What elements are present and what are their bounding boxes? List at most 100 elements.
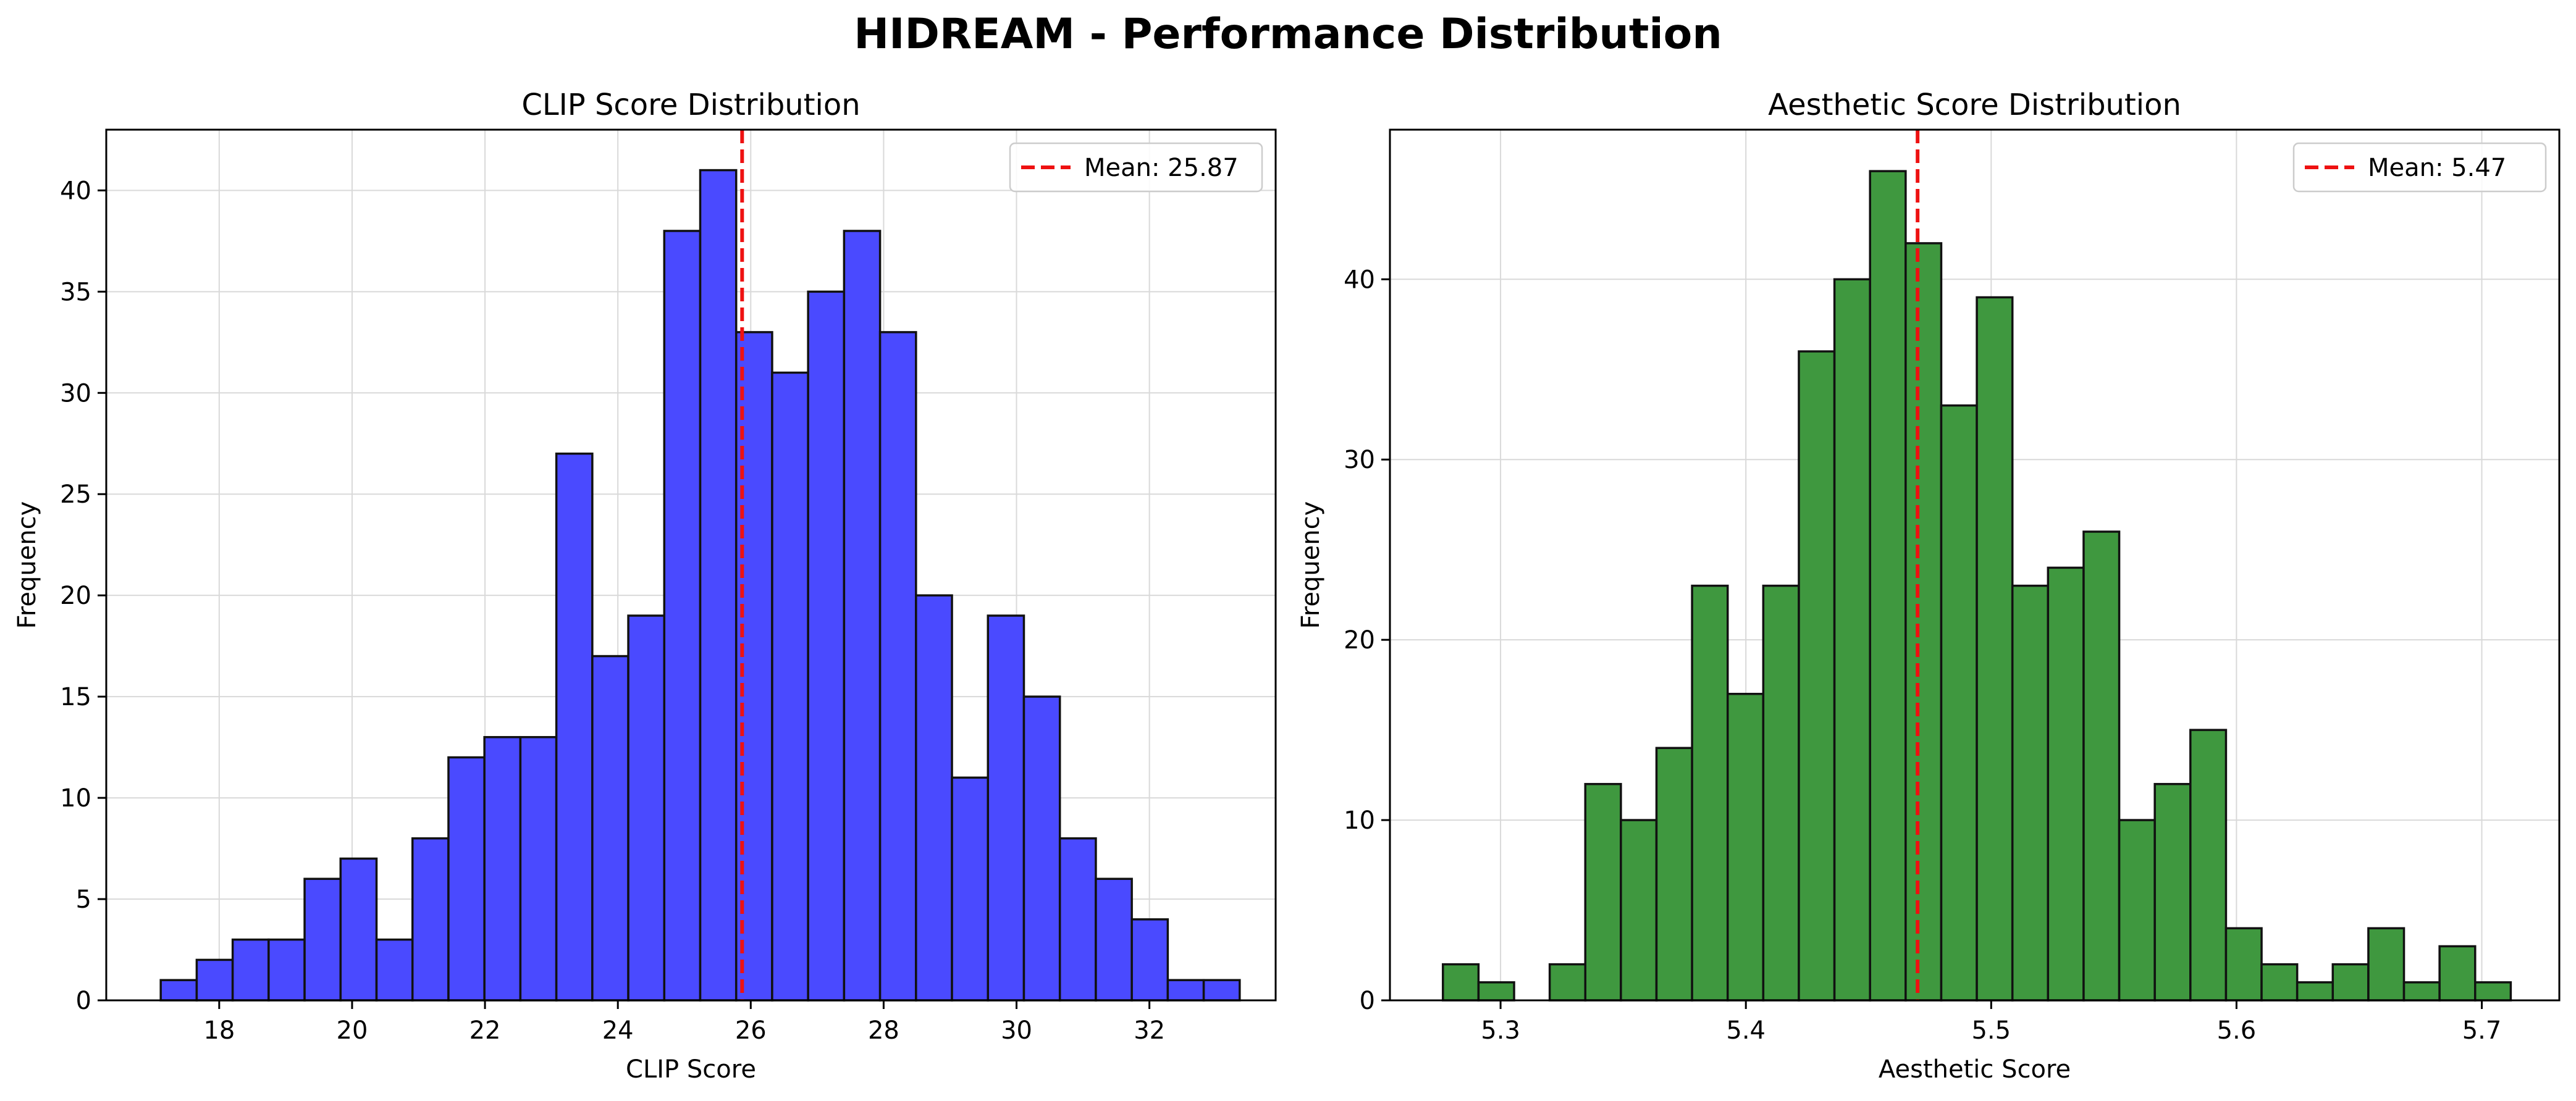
histogram-bar [2331, 963, 2370, 1002]
legend-box [2292, 142, 2547, 193]
histogram-bar [1905, 242, 1943, 1002]
x-axis-label: Aesthetic Score [1879, 1055, 2071, 1084]
x-tick-label: 28 [868, 1016, 899, 1045]
x-tick-label: 30 [1001, 1016, 1032, 1045]
axes-frame [105, 128, 1277, 1002]
histogram-bar [807, 290, 846, 1002]
y-tick-label: 40 [60, 177, 91, 205]
histogram-bar [627, 614, 666, 1002]
chart-2: 5.3 5.4 5.5 5.6 5.7 0 10 20 30 40 Aesthetic Score … [1297, 88, 2561, 1084]
histogram-bar [375, 938, 414, 1002]
histogram-bar [231, 938, 270, 1002]
x-axis-label: CLIP Score [626, 1055, 756, 1084]
histogram-bar [1762, 584, 1800, 1002]
histogram-bar [663, 230, 702, 1002]
histogram-bar [555, 452, 594, 1002]
y-tick-label: 15 [60, 683, 91, 711]
y-tick-label: 10 [60, 784, 91, 813]
y-tick-label: 5 [76, 885, 91, 914]
histogram-bar [878, 331, 917, 1002]
x-tick-label: 5.3 [1481, 1016, 1520, 1045]
y-tick-label: 20 [1344, 626, 1375, 655]
histogram-bar [1095, 877, 1133, 1002]
x-tick-label: 5.7 [2462, 1016, 2502, 1045]
histogram-bar [1798, 350, 1836, 1002]
legend: Mean: 5.47 [2292, 142, 2547, 193]
chart-title: Aesthetic Score Distribution [1768, 88, 2181, 122]
histogram-bar [1477, 981, 1515, 1002]
histogram-bar [411, 837, 450, 1002]
histogram-bar [2296, 981, 2334, 1002]
histogram-bar [1869, 170, 1907, 1002]
x-tick-label: 5.5 [1971, 1016, 2011, 1045]
histogram-bar [915, 594, 953, 1002]
histogram-bar [2402, 981, 2441, 1002]
histogram-bar [843, 230, 882, 1002]
legend-mean-label: Mean: 5.47 [2368, 154, 2506, 182]
histogram-bar [771, 371, 809, 1002]
y-tick-label: 10 [1344, 806, 1375, 835]
histogram-bar [1442, 963, 1480, 1002]
histogram-bar [2225, 927, 2263, 1002]
legend: Mean: 25.87 [1009, 142, 1263, 193]
x-tick-label: 5.6 [2217, 1016, 2257, 1045]
histogram-bar [1620, 819, 1658, 1002]
histogram-bar [1202, 979, 1241, 1002]
histogram-bar [1726, 692, 1765, 1002]
y-axis-label: Frequency [13, 501, 41, 629]
histogram-bar [1655, 747, 1693, 1002]
histogram-bar [1166, 979, 1205, 1002]
x-tick-label: 22 [469, 1016, 501, 1045]
histogram-bar [267, 938, 306, 1002]
y-tick-label: 35 [60, 278, 91, 306]
x-tick-label: 18 [203, 1016, 235, 1045]
histogram-bar [447, 756, 486, 1002]
histogram-bar [1833, 278, 1871, 1002]
y-tick-label: 20 [60, 582, 91, 610]
x-tick-label: 26 [735, 1016, 767, 1045]
chart-1: 18 20 22 24 26 28 30 32 0 5 10 15 20 25 30 35 40 CLIP Sco… [13, 88, 1277, 1084]
histogram-bar [483, 735, 522, 1002]
x-tick-label: 32 [1134, 1016, 1165, 1045]
histogram-bar [2011, 584, 2050, 1002]
histogram-bar [1022, 695, 1061, 1002]
legend-mean-label: Mean: 25.87 [1084, 154, 1239, 182]
histogram-bar [2438, 945, 2477, 1002]
histogram-bar [159, 979, 198, 1002]
histogram-bar [1691, 584, 1729, 1002]
histogram-bar [699, 169, 738, 1002]
histogram-bar [2082, 530, 2121, 1002]
histogram-bar [1976, 296, 2014, 1002]
chart-title: CLIP Score Distribution [521, 88, 860, 122]
y-tick-label: 25 [60, 480, 91, 509]
histogram-bar [2153, 782, 2192, 1002]
histogram-bar [987, 614, 1025, 1002]
histogram-bar [195, 958, 234, 1002]
axes-frame [1389, 128, 2561, 1002]
legend-box [1009, 142, 1263, 193]
y-tick-label: 30 [60, 379, 91, 408]
histogram-bar [2118, 819, 2156, 1002]
y-axis-label: Frequency [1297, 501, 1325, 629]
histogram-bar [591, 655, 629, 1002]
x-tick-label: 5.4 [1726, 1016, 1766, 1045]
histogram-bar [951, 776, 990, 1002]
histogram-bar [1940, 404, 1978, 1002]
histogram-bar [2474, 981, 2512, 1002]
histogram-bar [1058, 837, 1097, 1002]
x-tick-label: 20 [337, 1016, 368, 1045]
y-tick-label: 0 [76, 987, 91, 1015]
x-tick-label: 24 [602, 1016, 634, 1045]
histogram-bar [1548, 963, 1587, 1002]
histogram-bar [1130, 918, 1169, 1002]
histogram-bar [2189, 729, 2228, 1002]
y-tick-label: 40 [1344, 266, 1375, 294]
histogram-bar [339, 857, 378, 1002]
histogram-bar [2367, 927, 2406, 1002]
figure-suptitle: HIDREAM - Performance Distribution [854, 10, 1722, 59]
histogram-bar [2047, 566, 2085, 1002]
y-tick-label: 0 [1360, 987, 1375, 1015]
y-tick-label: 30 [1344, 446, 1375, 474]
